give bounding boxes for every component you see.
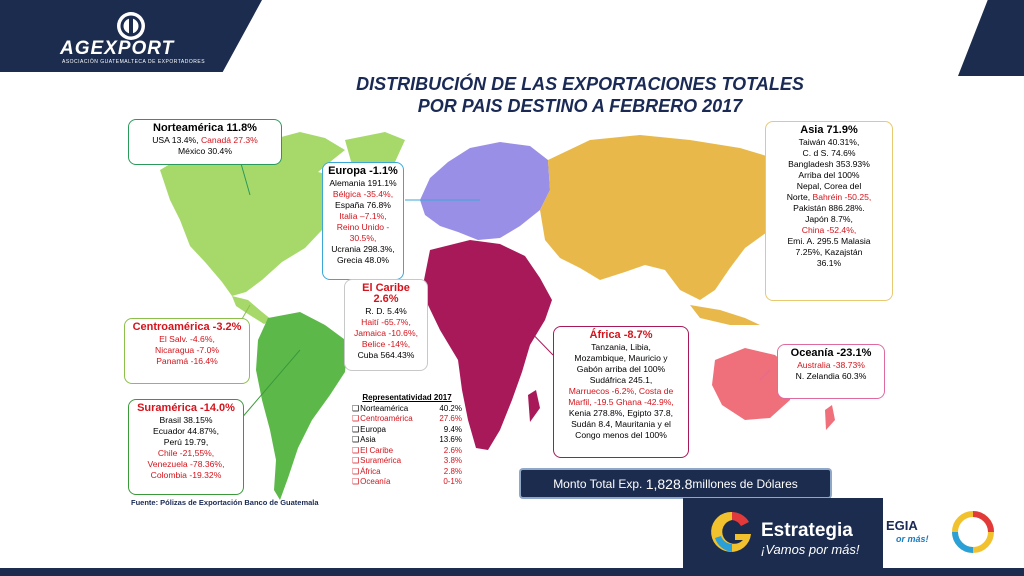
footer-bar <box>0 568 1024 576</box>
agexport-logo-icon <box>117 12 145 40</box>
africa-shape <box>424 240 552 450</box>
callout-suramerica: Suramérica -14.0% Brasil 38.15% Ecuador … <box>128 399 244 495</box>
source-note: Fuente: Pólizas de Exportación Banco de … <box>131 498 319 507</box>
callout-centroamerica: Centroamérica -3.2% El Salv. -4.6%, Nica… <box>124 318 250 384</box>
indonesia-shape <box>690 305 760 325</box>
callout-norteamerica: Norteamérica 11.8% USA 13.4%, Canadá 27.… <box>128 119 282 165</box>
callout-asia: Asia 71.9% Taiwán 40.31%, C. d S. 74.6% … <box>765 121 893 301</box>
vamos-partial-text: or más! <box>896 534 929 544</box>
asia-shape <box>540 135 800 300</box>
europe-shape <box>420 142 550 240</box>
callout-europa: Europa -1.1% Alemania 191.1% Bélgica -35… <box>322 162 404 280</box>
monto-total-banner: Monto Total Exp. 1,828.8 millones de Dól… <box>521 470 830 497</box>
estrategia-partial-text: EGIA <box>886 518 918 533</box>
representatividad-table: Representatividad 2017 Norteamérica40.2%… <box>352 393 462 488</box>
estrategia-logo-icon <box>952 511 994 553</box>
madagascar-shape <box>528 390 540 422</box>
central-america-shape <box>232 296 272 324</box>
page-title: DISTRIBUCIÓN DE LAS EXPORTACIONES TOTALE… <box>356 74 804 116</box>
logo-name: AGEXPORT <box>60 38 175 59</box>
north-america-shape <box>160 132 352 296</box>
callout-africa: África -8.7% Tanzania, Libia, Mozambique… <box>553 326 689 458</box>
new-zealand-shape <box>825 405 835 430</box>
callout-oceania: Oceanía -23.1% Australia -38.73% N. Zela… <box>777 344 885 399</box>
australia-shape <box>712 348 795 420</box>
logo-subtitle: ASOCIACIÓN GUATEMALTECA DE EXPORTADORES <box>62 59 206 65</box>
estrategia-banner: Estrategia ¡Vamos por más! <box>683 498 883 570</box>
south-america-shape <box>256 312 348 500</box>
estrategia-g-icon <box>711 511 751 552</box>
callout-caribe: El Caribe 2.6% R. D. 5.4% Haití -65.7%, … <box>344 279 428 371</box>
